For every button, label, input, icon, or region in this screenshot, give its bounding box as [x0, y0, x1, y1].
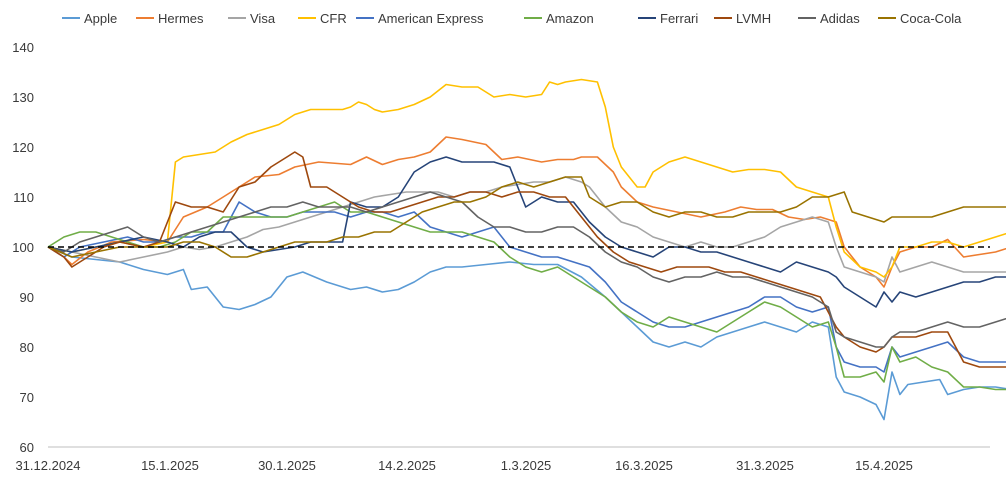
legend: Apple Hermes Visa CFR American Express Amazon… — [62, 11, 962, 26]
y-tick-label: 130 — [12, 90, 34, 105]
series-line-cfr — [47, 78, 1006, 278]
legend-label: Adidas — [820, 11, 860, 26]
y-axis: 60 70 80 90 100 110 120 130 140 — [12, 40, 34, 455]
y-tick-label: 60 — [20, 440, 34, 455]
series-line-american-express — [47, 201, 1006, 373]
series-line-lvmh — [47, 151, 1006, 368]
legend-label: Hermes — [158, 11, 204, 26]
y-tick-label: 70 — [20, 390, 34, 405]
x-tick-label: 30.1.2025 — [258, 458, 316, 473]
y-tick-label: 80 — [20, 340, 34, 355]
legend-label: Coca-Cola — [900, 11, 962, 26]
legend-label: LVMH — [736, 11, 771, 26]
x-axis: 31.12.2024 15.1.2025 30.1.2025 14.2.2025 1.3… — [15, 446, 990, 473]
y-tick-label: 120 — [12, 140, 34, 155]
x-tick-label: 31.12.2024 — [15, 458, 80, 473]
y-tick-label: 110 — [13, 190, 34, 205]
x-tick-label: 14.2.2025 — [378, 458, 436, 473]
legend-label: Visa — [250, 11, 276, 26]
x-tick-label: 15.4.2025 — [855, 458, 913, 473]
x-tick-label: 15.1.2025 — [141, 458, 199, 473]
series-line-amazon — [47, 201, 1006, 391]
x-tick-label: 16.3.2025 — [615, 458, 673, 473]
series-line-ferrari — [47, 156, 1006, 308]
y-tick-label: 90 — [20, 290, 34, 305]
series-line-apple — [47, 246, 1006, 421]
series-line-coca-cola — [47, 176, 1006, 258]
y-tick-label: 100 — [12, 240, 34, 255]
series-line-adidas — [47, 191, 1006, 348]
legend-label: Apple — [84, 11, 117, 26]
x-tick-label: 31.3.2025 — [736, 458, 794, 473]
x-tick-label: 1.3.2025 — [501, 458, 552, 473]
legend-label: Ferrari — [660, 11, 698, 26]
series-lines — [47, 78, 1006, 421]
legend-label: CFR — [320, 11, 347, 26]
legend-label: American Express — [378, 11, 484, 26]
legend-label: Amazon — [546, 11, 594, 26]
y-tick-label: 140 — [12, 40, 34, 55]
